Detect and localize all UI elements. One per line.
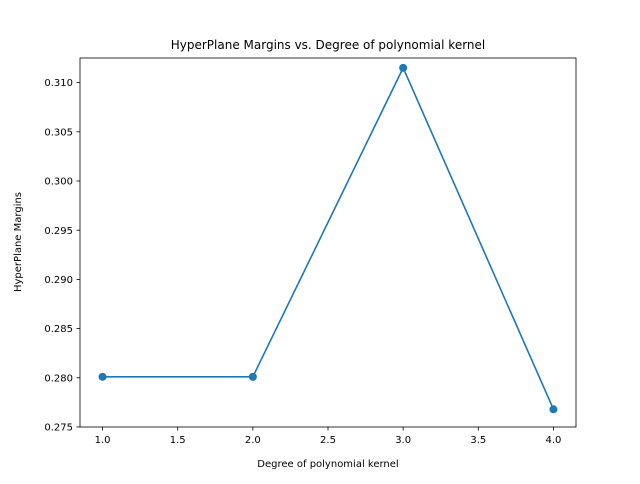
x-tick-label: 1.5 bbox=[170, 435, 186, 446]
series-layer bbox=[98, 63, 558, 414]
data-point bbox=[98, 372, 107, 381]
x-axis-ticks: 1.0 1.5 2.0 2.5 3.0 3.5 4.0 bbox=[95, 427, 562, 446]
plot-area-frame bbox=[79, 57, 577, 428]
data-point bbox=[248, 372, 257, 381]
y-tick-label: 0.295 bbox=[44, 226, 73, 237]
x-tick-label: 3.5 bbox=[470, 435, 486, 446]
y-tick-label: 0.285 bbox=[44, 324, 73, 335]
chart-title: HyperPlane Margins vs. Degree of polynom… bbox=[171, 38, 486, 52]
x-tick-label: 2.0 bbox=[245, 435, 261, 446]
y-tick-label: 0.305 bbox=[44, 127, 73, 138]
y-tick-label: 0.300 bbox=[44, 177, 73, 188]
y-axis-ticks: 0.275 0.280 0.285 0.290 0.295 0.300 0.305 0.310 bbox=[44, 78, 80, 434]
y-tick-label: 0.310 bbox=[44, 78, 73, 89]
x-tick-label: 2.5 bbox=[320, 435, 336, 446]
y-axis-label: HyperPlane Margins bbox=[13, 192, 24, 292]
data-point bbox=[399, 63, 408, 72]
x-tick-label: 4.0 bbox=[546, 435, 562, 446]
y-tick-label: 0.275 bbox=[44, 423, 73, 434]
series-line bbox=[102, 67, 555, 410]
y-tick-label: 0.290 bbox=[44, 275, 73, 286]
data-point bbox=[549, 405, 558, 414]
x-axis-label: Degree of polynomial kernel bbox=[257, 459, 398, 470]
x-tick-label: 3.0 bbox=[395, 435, 411, 446]
y-tick-label: 0.280 bbox=[44, 373, 73, 384]
x-tick-label: 1.0 bbox=[95, 435, 111, 446]
